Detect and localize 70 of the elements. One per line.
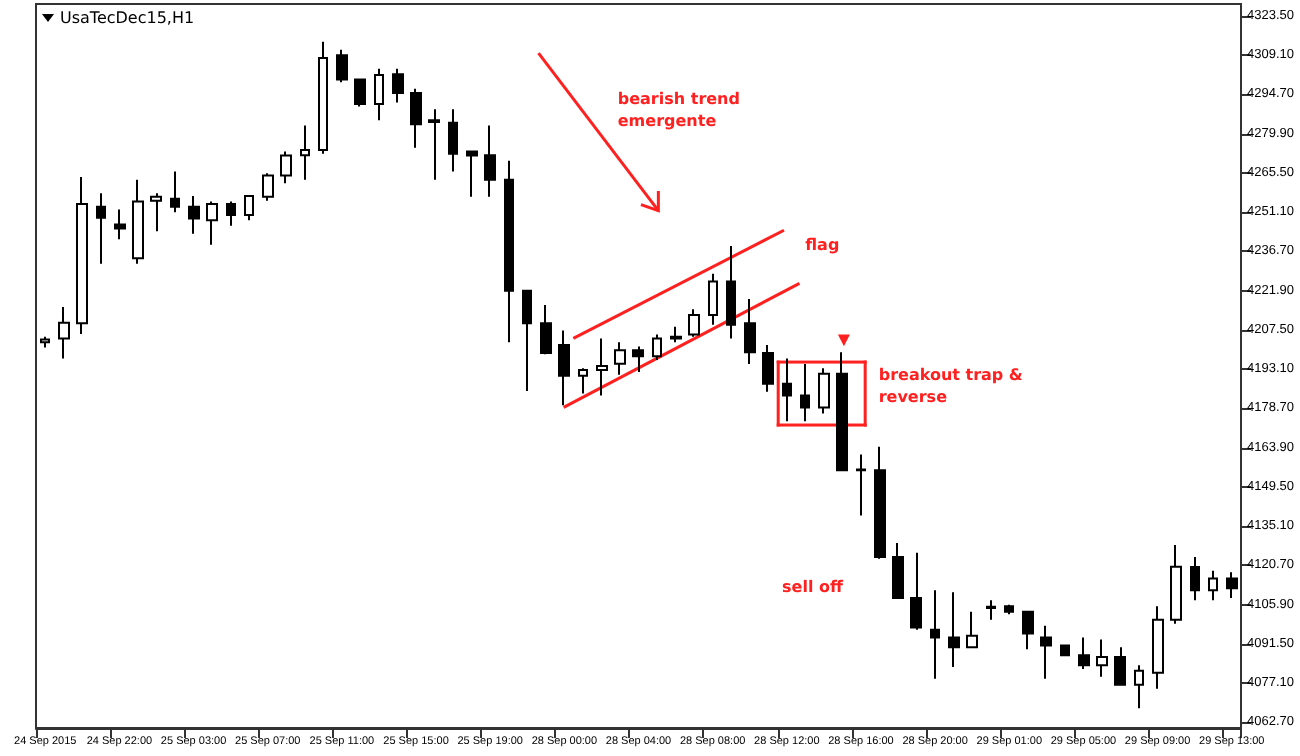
- candlestick: [206, 200, 218, 246]
- candlestick: [170, 170, 180, 214]
- candlestick: [930, 589, 940, 680]
- candlestick: [226, 200, 236, 227]
- candlestick: [1170, 543, 1182, 625]
- candlestick: [726, 245, 736, 340]
- candlestick: [96, 192, 106, 265]
- candlestick: [354, 77, 366, 108]
- candlestick: [76, 176, 88, 336]
- candlestick: [892, 542, 904, 600]
- candlestick: [484, 124, 496, 198]
- candlestick: [1040, 624, 1052, 680]
- candlestick: [150, 192, 162, 233]
- candlestick: [1134, 664, 1144, 710]
- candlestick: [614, 341, 626, 376]
- candlestick: [262, 172, 274, 202]
- candlestick: [280, 150, 292, 185]
- annotation: sell off: [782, 578, 844, 597]
- candlestick: [504, 159, 514, 344]
- candlestick: [114, 208, 126, 241]
- candlestick: [244, 193, 254, 222]
- candlestick: [948, 591, 960, 669]
- candlestick: [578, 367, 588, 395]
- candlestick: [374, 67, 384, 122]
- candlestick: [632, 345, 644, 373]
- candlestick: [800, 363, 810, 423]
- candlestick: [448, 108, 458, 173]
- candlestick: [670, 325, 682, 344]
- candlestick: [336, 48, 348, 84]
- candlestick: [836, 351, 848, 472]
- candlestick: [132, 178, 144, 265]
- candlestick: [1060, 644, 1070, 657]
- annotation: flag: [805, 236, 840, 255]
- annotation: bearish trend emergente: [617, 90, 746, 131]
- candlestick: [318, 40, 328, 155]
- candlestick: [596, 337, 608, 397]
- candlestick: [762, 343, 774, 393]
- candlestick: [910, 551, 922, 631]
- candlestick: [522, 289, 532, 392]
- candlestick: [428, 108, 440, 181]
- candlestick: [874, 445, 886, 560]
- candlestick: [540, 304, 552, 356]
- candlestick: [1190, 555, 1200, 602]
- candlestick: [1226, 571, 1238, 600]
- candlestick: [782, 357, 792, 423]
- candlestick: [966, 610, 978, 649]
- candlestick: [688, 308, 700, 338]
- candlestick: [300, 124, 310, 181]
- candlestick: [708, 272, 718, 326]
- candlestick: [58, 305, 70, 360]
- chart-title: UsaTecDec15,H1: [60, 9, 195, 27]
- candlestick: [1004, 603, 1014, 616]
- candlestick: [986, 599, 996, 621]
- candlestick: [466, 150, 478, 198]
- candlestick: [40, 335, 50, 349]
- candlestick: [856, 453, 866, 517]
- candlestick: [392, 67, 404, 104]
- candlestick: [1152, 605, 1164, 690]
- candlestick: [1022, 610, 1034, 651]
- candlestick: [188, 194, 200, 235]
- candlestick: [1096, 638, 1108, 678]
- candlestick: [652, 333, 662, 362]
- candlestick: [818, 367, 830, 415]
- annotation: breakout trap & reverse: [878, 365, 1029, 406]
- candlestick: [744, 298, 756, 366]
- candlestick: [558, 329, 570, 407]
- candlestick: [1114, 646, 1126, 686]
- candlestick: [1078, 636, 1090, 670]
- candlestick: [1208, 569, 1218, 602]
- candlestick: [410, 87, 422, 149]
